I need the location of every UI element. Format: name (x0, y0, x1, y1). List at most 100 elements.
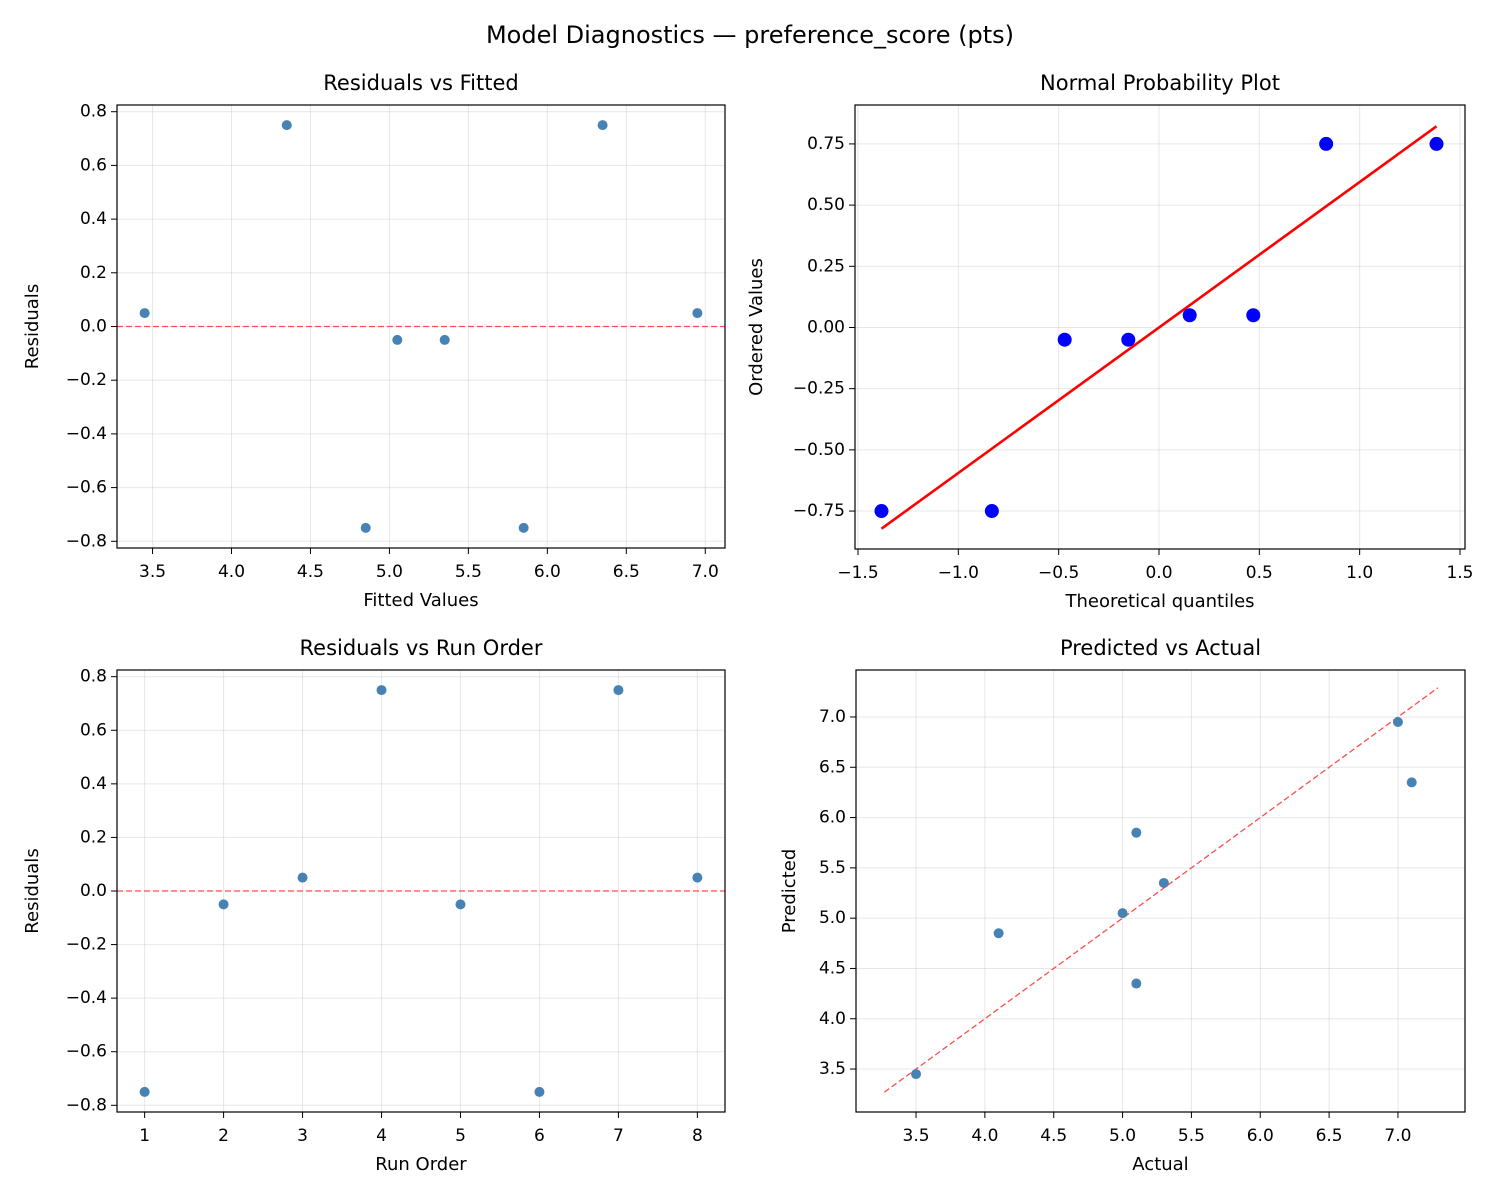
y-tick-label: 0.25 (807, 256, 845, 276)
y-tick-label: 0.6 (80, 155, 107, 175)
point (911, 1069, 922, 1080)
x-tick-label: 4.5 (1040, 1126, 1067, 1146)
point (439, 334, 450, 345)
x-tick-label: 1.5 (1446, 563, 1473, 583)
y-tick-label: 0.2 (80, 263, 107, 283)
y-tick-label: 4.0 (819, 1009, 846, 1029)
y-tick-label: −0.2 (66, 935, 107, 955)
x-tick-label: 0.0 (1145, 563, 1172, 583)
point (139, 308, 150, 319)
point (993, 928, 1004, 939)
point (1429, 136, 1444, 151)
x-axis-label: Run Order (375, 1154, 467, 1175)
y-tick-label: −0.8 (66, 1095, 107, 1115)
x-tick-label: 3.5 (139, 562, 166, 582)
point (518, 522, 529, 533)
y-tick-label: 0.2 (80, 827, 107, 847)
y-tick-label: 7.0 (819, 707, 846, 727)
point (1158, 877, 1169, 888)
x-tick-label: 6.5 (613, 562, 640, 582)
x-tick-label: −1.5 (837, 563, 878, 583)
y-tick-label: −0.6 (66, 478, 107, 498)
y-tick-label: −0.4 (66, 424, 107, 444)
point (874, 504, 889, 519)
y-axis-label: Residuals (22, 284, 43, 369)
y-tick-label: 0.4 (80, 209, 107, 229)
chart-title: Residuals vs Run Order (300, 636, 543, 660)
point (297, 872, 308, 883)
point (534, 1086, 545, 1097)
y-tick-label: 3.5 (819, 1059, 846, 1079)
point (1406, 777, 1417, 788)
x-tick-label: 7.0 (1384, 1126, 1411, 1146)
x-tick-label: 6.5 (1316, 1126, 1343, 1146)
point (1057, 332, 1072, 347)
point (1246, 308, 1261, 323)
x-tick-label: 0.5 (1246, 563, 1273, 583)
y-tick-label: 0.0 (80, 317, 107, 337)
point (281, 120, 292, 131)
axes-frame (854, 104, 1466, 550)
x-tick-label: 4.0 (218, 562, 245, 582)
point (139, 1086, 150, 1097)
chart-title: Normal Probability Plot (1040, 71, 1280, 95)
x-tick-label: 1 (139, 1126, 150, 1146)
chart-title: Predicted vs Actual (1060, 636, 1261, 660)
x-tick-label: −1.0 (938, 563, 979, 583)
y-tick-label: 0.8 (80, 667, 107, 687)
y-tick-label: 0.00 (807, 317, 845, 337)
point (1319, 136, 1334, 151)
x-axis-label: Fitted Values (363, 590, 478, 611)
x-tick-label: 4 (376, 1126, 387, 1146)
fit-line (883, 687, 1439, 1093)
figure-title: Model Diagnostics — preference_score (pt… (486, 21, 1014, 49)
point (1131, 978, 1142, 989)
axes-frame (116, 669, 726, 1113)
x-tick-label: 5.0 (1109, 1126, 1136, 1146)
y-axis-label: Predicted (779, 849, 800, 934)
x-tick-label: −0.5 (1038, 563, 1079, 583)
point (1121, 332, 1136, 347)
x-tick-label: 2 (218, 1126, 229, 1146)
y-tick-label: −0.6 (66, 1042, 107, 1062)
x-tick-label: 4.0 (971, 1126, 998, 1146)
point (692, 872, 703, 883)
y-tick-label: −0.4 (66, 988, 107, 1008)
point (1131, 827, 1142, 838)
point (692, 308, 703, 319)
y-tick-label: 0.4 (80, 774, 107, 794)
point (1392, 717, 1403, 728)
y-tick-label: 0.0 (80, 881, 107, 901)
y-tick-label: −0.2 (66, 370, 107, 390)
x-tick-label: 6 (534, 1126, 545, 1146)
point (392, 334, 403, 345)
x-tick-label: 3 (297, 1126, 308, 1146)
x-tick-label: 5 (455, 1126, 466, 1146)
axes-frame (116, 104, 726, 549)
x-tick-label: 7.0 (692, 562, 719, 582)
point (597, 120, 608, 131)
point (455, 899, 466, 910)
y-tick-label: 6.5 (819, 757, 846, 777)
axes-frame (855, 669, 1466, 1113)
y-axis-label: Ordered Values (746, 258, 767, 396)
point (218, 899, 229, 910)
y-tick-label: 0.6 (80, 720, 107, 740)
point (984, 504, 999, 519)
y-tick-label: 4.5 (819, 958, 846, 978)
y-tick-label: 5.0 (819, 908, 846, 928)
y-axis-label: Residuals (22, 848, 43, 933)
fit-line (880, 125, 1438, 530)
x-tick-label: 1.0 (1346, 563, 1373, 583)
x-tick-label: 8 (692, 1126, 703, 1146)
x-tick-label: 6.0 (534, 562, 561, 582)
x-tick-label: 5.5 (1178, 1126, 1205, 1146)
point (360, 522, 371, 533)
y-tick-label: −0.50 (793, 440, 845, 460)
y-tick-label: 5.5 (819, 858, 846, 878)
x-tick-label: 5.5 (455, 562, 482, 582)
chart-title: Residuals vs Fitted (323, 71, 518, 95)
y-tick-label: 0.50 (807, 195, 845, 215)
